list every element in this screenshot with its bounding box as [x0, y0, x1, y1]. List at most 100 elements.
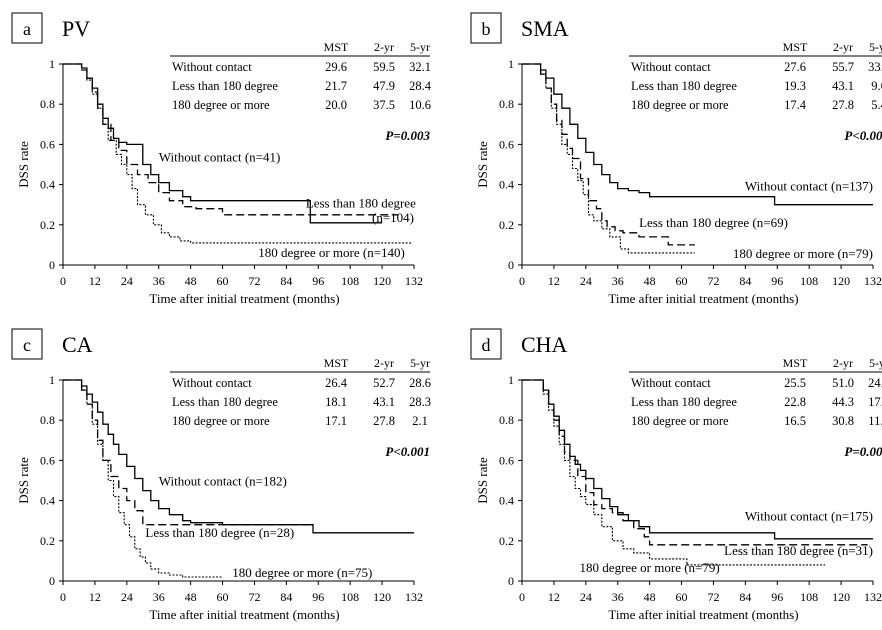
table-row-label: Less than 180 degree: [172, 395, 278, 409]
table-header: 2-yr: [374, 356, 394, 370]
panel-letter-box: [470, 328, 502, 360]
table-header: 5-yr: [410, 356, 430, 370]
panel-letter: b: [482, 19, 491, 39]
x-tick-label: 84: [280, 274, 292, 288]
table-cell: 5.4: [871, 98, 882, 112]
panel-title: SMA: [521, 16, 569, 41]
y-tick-label: 0.4: [40, 494, 55, 508]
table-cell: 26.4: [325, 376, 348, 390]
x-tick-label: 48: [185, 590, 197, 604]
table-row-label: 180 degree or more: [631, 414, 729, 428]
table-header: MST: [324, 356, 349, 370]
table-cell: 27.8: [832, 98, 854, 112]
x-tick-label: 120: [832, 590, 850, 604]
x-tick-label: 120: [832, 274, 850, 288]
panel-letter-box: [11, 328, 43, 360]
x-tick-label: 108: [341, 274, 359, 288]
curve-annotation: Less than 180 degree (n=69): [639, 215, 788, 230]
table-header: 5-yr: [869, 356, 882, 370]
curve-annotation: (n=104): [372, 210, 414, 225]
table-row-label: Less than 180 degree: [172, 79, 278, 93]
x-tick-label: 132: [864, 274, 882, 288]
panel-c: c CA 0 0.2 0.4 0.6 0.8 1 0 12 24 36 48 60 72 84 96 108 120…: [11, 328, 431, 622]
table-cell: 20.0: [325, 98, 347, 112]
table-header: 2-yr: [833, 356, 853, 370]
table-cell: 22.8: [784, 395, 806, 409]
table-row-label: 180 degree or more: [172, 98, 270, 112]
curve-annotation: Less than 180 degree: [306, 196, 416, 211]
table-header: MST: [783, 356, 808, 370]
table-row-label: Less than 180 degree: [631, 79, 737, 93]
table-row-label: Without contact: [172, 60, 252, 74]
y-axis-label: DSS rate: [475, 141, 490, 188]
table-cell: 2.1: [412, 414, 428, 428]
table-header: 2-yr: [833, 40, 853, 54]
panel-letter: c: [23, 335, 31, 355]
table-cell: 47.9: [373, 79, 395, 93]
x-tick-label: 36: [153, 274, 165, 288]
x-tick-label: 24: [121, 274, 133, 288]
table-row-label: Without contact: [172, 376, 252, 390]
panel-a: a PV 0 0.2 0.4 0.6 0.8 1 0 12 24 36 48 60 72 84 96 108 120…: [11, 12, 432, 306]
table-row-label: Without contact: [631, 60, 711, 74]
p-value: P=0.005: [844, 444, 882, 459]
x-axis-label: Time after initial treatment (months): [608, 607, 798, 622]
table-cell: 17.1: [325, 414, 347, 428]
y-tick-label: 0: [508, 258, 514, 272]
table-cell: 59.5: [373, 60, 395, 74]
table-cell: 44.3: [832, 395, 854, 409]
table-row-label: 180 degree or more: [172, 414, 270, 428]
x-tick-label: 72: [248, 274, 260, 288]
curve-annotation: Without contact (n=175): [745, 509, 873, 524]
table-cell: 30.8: [832, 414, 854, 428]
x-tick-label: 84: [739, 274, 751, 288]
table-cell: 25.5: [784, 376, 806, 390]
table-header: MST: [783, 40, 808, 54]
table-cell: 24.7: [868, 376, 882, 390]
table-cell: 52.7: [373, 376, 395, 390]
x-tick-label: 60: [217, 590, 229, 604]
y-tick-label: 1: [508, 57, 514, 71]
curve-annotation: Less than 180 degree (n=31): [724, 543, 873, 558]
x-tick-label: 24: [121, 590, 133, 604]
table-cell: 28.6: [409, 376, 431, 390]
table-cell: 11.4: [868, 414, 882, 428]
y-tick-label: 1: [508, 373, 514, 387]
table-cell: 9.6: [871, 79, 882, 93]
table-cell: 33.8: [868, 60, 882, 74]
x-tick-label: 12: [89, 590, 101, 604]
table-cell: 28.3: [409, 395, 431, 409]
y-tick-label: 0: [49, 258, 55, 272]
table-cell: 27.6: [784, 60, 806, 74]
table-row-label: Less than 180 degree: [631, 395, 737, 409]
curve-annotation: Less than 180 degree (n=28): [145, 525, 294, 540]
table-cell: 21.7: [325, 79, 347, 93]
y-tick-label: 0.2: [40, 218, 55, 232]
y-tick-label: 0.2: [40, 534, 55, 548]
survival-curve-solid: [522, 63, 873, 206]
x-tick-label: 48: [185, 274, 197, 288]
y-tick-label: 0.8: [499, 413, 514, 427]
table-cell: 17.7: [868, 395, 882, 409]
curve-annotation: Without contact (n=182): [159, 474, 287, 489]
y-tick-label: 0.6: [40, 137, 55, 151]
x-tick-label: 132: [864, 590, 882, 604]
x-tick-label: 12: [89, 274, 101, 288]
stats-table: MST 2-yr 5-yr Without contact 26.4 52.7 28.6 Le…: [170, 356, 431, 459]
y-tick-label: 0.8: [40, 413, 55, 427]
x-tick-label: 0: [60, 590, 66, 604]
x-tick-label: 24: [580, 590, 592, 604]
x-tick-label: 36: [153, 590, 165, 604]
table-header: 5-yr: [410, 40, 430, 54]
y-tick-label: 0.8: [40, 97, 55, 111]
table-row-label: Without contact: [631, 376, 711, 390]
y-tick-label: 0: [49, 574, 55, 588]
x-tick-label: 96: [312, 590, 324, 604]
y-tick-label: 0.6: [40, 453, 55, 467]
x-tick-label: 84: [280, 590, 292, 604]
table-header: 5-yr: [869, 40, 882, 54]
x-tick-label: 60: [676, 590, 688, 604]
y-tick-label: 0: [508, 574, 514, 588]
x-tick-label: 12: [548, 274, 560, 288]
